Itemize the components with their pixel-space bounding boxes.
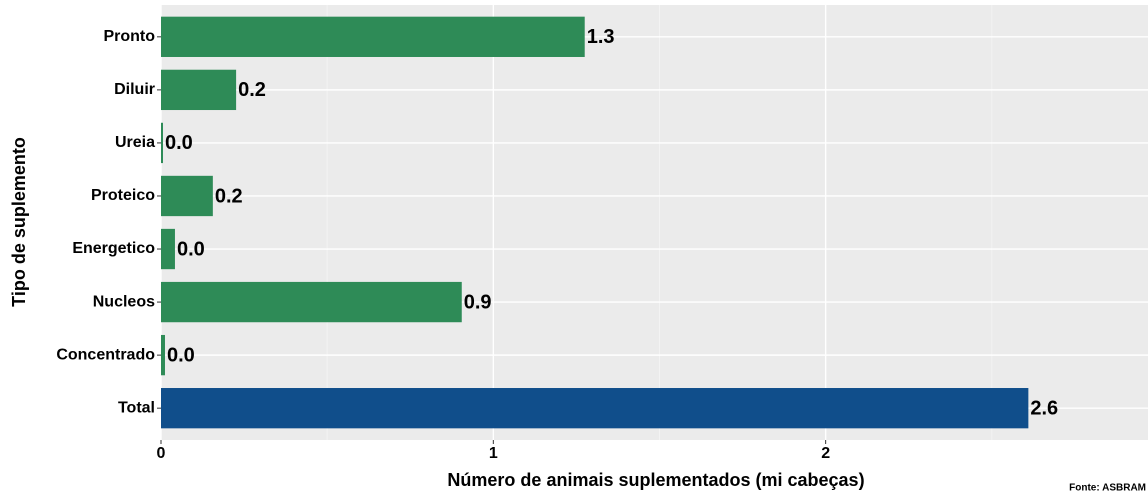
y-tick-label: Nucleos	[93, 293, 155, 310]
y-tick-label: Energetico	[72, 240, 155, 257]
y-tick-label: Proteico	[91, 187, 155, 204]
x-axis-title: Número de animais suplementados (mi cabe…	[447, 470, 864, 490]
y-tick-label: Ureia	[115, 134, 155, 151]
value-label: 1.3	[587, 26, 615, 48]
bar	[161, 16, 585, 57]
y-axis-title: Tipo de suplemento	[9, 137, 29, 307]
y-tick-label: Concentrado	[56, 346, 155, 363]
bar	[161, 69, 237, 111]
bar	[161, 334, 165, 376]
value-label: 0.2	[215, 185, 243, 207]
bar	[161, 175, 213, 217]
value-label: 0.0	[167, 344, 195, 366]
bar	[161, 122, 163, 164]
value-label: 0.2	[238, 79, 266, 101]
x-tick-label: 1	[489, 445, 498, 462]
value-label: 0.9	[464, 291, 492, 313]
bar	[161, 228, 175, 270]
bar	[161, 281, 462, 323]
y-tick-label: Pronto	[103, 28, 155, 45]
value-label: 2.6	[1030, 397, 1058, 419]
y-tick-label: Diluir	[114, 81, 155, 98]
x-tick-label: 0	[157, 445, 166, 462]
y-tick-label: Total	[118, 399, 155, 416]
value-label: 0.0	[165, 132, 193, 154]
x-tick-label: 2	[821, 445, 830, 462]
plot-panel	[161, 5, 1148, 440]
value-label: 0.0	[177, 238, 205, 260]
bar	[161, 388, 1029, 429]
caption: Fonte: ASBRAM	[1069, 483, 1146, 491]
